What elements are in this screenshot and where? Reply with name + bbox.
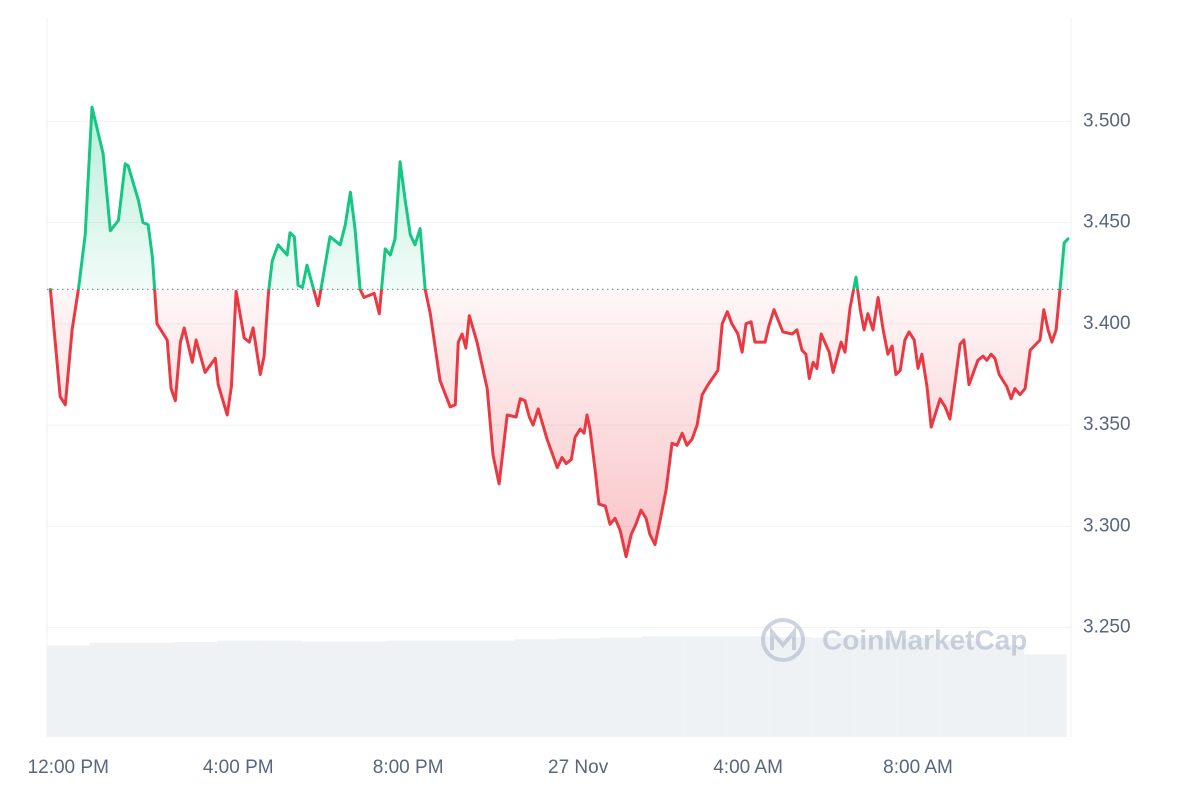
watermark-text: CoinMarketCap [822,624,1027,655]
volume-bar [1024,654,1067,737]
volume-bar [556,638,600,737]
watermark: CoinMarketCap [761,618,1027,662]
volume-bar [259,640,302,737]
x-tick-label: 12:00 PM [28,757,109,778]
y-tick-label: 3.500 [1083,110,1131,131]
volume-bar [769,637,812,737]
volume-bar [89,642,132,737]
area-fill [50,107,1068,557]
volume-bar [216,640,260,737]
volume-bar [599,637,642,737]
plot: 3.250 3.300 3.350 3.400 3.450 3.500 12:00 PM 4:… [28,18,1131,778]
volume-bar [514,639,557,737]
volume-bar [641,636,685,737]
x-tick-label: 8:00 AM [883,757,953,778]
volume-bar [429,640,472,737]
volume-bar [939,640,982,737]
price-line [48,105,1070,559]
x-tick-label: 4:00 PM [203,757,274,778]
x-tick-label: 27 Nov [548,757,609,778]
volume-bar [896,638,940,737]
volume-bar [301,641,345,737]
volume-bar [684,636,727,737]
y-tick-label: 3.350 [1083,414,1131,435]
volume-bar [174,642,217,737]
y-tick-label: 3.300 [1083,515,1131,536]
volume-bar [471,640,515,737]
watermark-logo [761,618,805,662]
volume-bar [386,640,430,737]
y-tick-label: 3.400 [1083,313,1131,334]
y-tick-label: 3.450 [1083,212,1131,233]
volume-bar [726,636,770,737]
x-tick-label: 4:00 AM [713,757,783,778]
watermark-logo-m [770,626,796,650]
volume-bar [854,637,897,737]
volume-bar [131,642,175,737]
volume-bar [811,637,855,737]
volume-bar [47,645,90,737]
x-tick-label: 8:00 PM [373,757,444,778]
y-tick-label: 3.250 [1083,617,1131,638]
volume-bar [344,641,387,737]
volume-bar [981,644,1025,737]
